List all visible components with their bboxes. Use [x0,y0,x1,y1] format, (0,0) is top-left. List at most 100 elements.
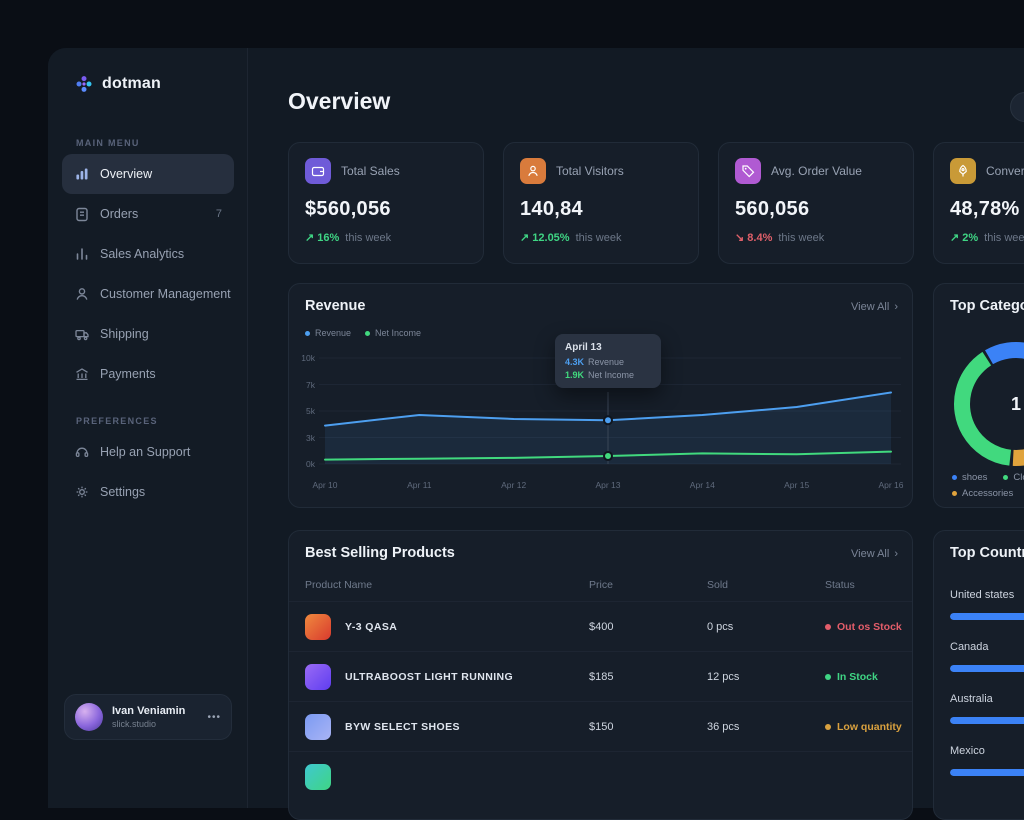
product-name: BYW SELECT SHOES [345,721,460,733]
stat-label: Total Sales [341,164,400,178]
country-bar [950,769,1024,776]
sidebar-item-settings[interactable]: Settings [62,472,234,512]
revenue-legend: Revenue Net Income [305,328,421,338]
chevron-right-icon: › [894,548,898,560]
preferences-nav: Help an Support Settings [62,432,234,512]
sidebar-item-overview[interactable]: Overview [62,154,234,194]
product-row[interactable] [289,751,912,801]
product-row[interactable]: ULTRABOOST LIGHT RUNNING $185 12 pcs In … [289,651,912,701]
category-label: Clothing [1013,472,1024,483]
y-axis-tick: 3k [306,432,315,443]
product-row[interactable]: Y-3 QASA $400 0 pcs Out os Stock [289,601,912,651]
country-bar [950,665,1024,672]
stat-delta: ↗ 16% [305,232,340,244]
sidebar-item-orders[interactable]: Orders 7 [62,194,234,234]
user-card[interactable]: Ivan Veniamin slick.studio ••• [64,694,232,740]
product-sold: 36 pcs [707,721,740,733]
person-icon [74,286,90,302]
stat-delta: ↗ 12.05% [520,232,570,244]
sidebar-item-label: Settings [100,485,146,499]
visitors-icon [520,158,546,184]
sidebar-item-sales-analytics[interactable]: Sales Analytics [62,234,234,274]
status-badge: Out os Stock [825,621,902,633]
revenue-legend-dot [305,330,310,336]
sidebar-item-help-support[interactable]: Help an Support [62,432,234,472]
donut-center-value: 1 [1010,394,1021,414]
stat-delta: ↗ 2% [950,232,979,244]
stat-card: Total Sales $560,056 ↗ 16% this week [288,142,484,264]
sidebar-item-label: Payments [100,367,156,381]
tooltip-date: April 13 [565,342,602,353]
legend-label: Revenue [315,328,352,338]
product-price: $400 [589,621,614,633]
bank-icon [74,366,90,382]
tooltip-value: 1.9K [565,370,585,380]
stat-value: $560,056 [305,198,391,220]
wallet-icon [305,158,331,184]
stat-card: Total Visitors 140,84 ↗ 12.05% this week [503,142,699,264]
user-name: Ivan Veniamin [112,705,186,718]
products-view-all-link[interactable]: View All › [851,548,898,560]
orders-count-badge: 7 [215,208,222,220]
best-selling-products-card: Best Selling Products View All › Product… [288,530,913,820]
stat-label: Conversion Rate [986,164,1024,178]
chart-tooltip: April 13 4.3K Revenue 1.9K Net Income [555,334,661,388]
country-name: Australia [950,693,993,705]
category-legend-dot [952,475,957,480]
product-thumbnail [305,664,331,690]
countries-title: Top Countries [950,545,1024,561]
stat-value: 48,78% [950,198,1020,220]
stat-label: Avg. Order Value [771,164,862,178]
product-sold: 12 pcs [707,671,740,683]
categories-legend-row: Accessories [952,488,1013,499]
revenue-card: Revenue View All › Revenue Net Income Ap… [288,283,913,508]
sidebar: dotman MAIN MENU Overview Orders 7 [48,48,248,808]
y-axis-tick: 5k [306,406,315,416]
revenue-title: Revenue [305,298,366,314]
column-header: Product Name [305,579,373,591]
bar-chart-icon [74,166,90,182]
sidebar-item-shipping[interactable]: Shipping [62,314,234,354]
app-name: dotman [102,75,161,92]
product-row[interactable]: BYW SELECT SHOES $150 36 pcs Low quantit… [289,701,912,751]
rocket-icon [950,158,976,184]
x-axis-tick: Apr 13 [595,480,621,490]
sidebar-item-customer-management[interactable]: Customer Management [62,274,234,314]
stat-period: this week [984,231,1024,244]
x-axis-tick: Apr 15 [784,480,810,490]
status-dot-icon [825,674,831,680]
main-panel: dotman MAIN MENU Overview Orders 7 [48,48,1024,820]
categories-donut-chart [954,342,1024,466]
main-nav: Overview Orders 7 Sales Analytics Custo [62,154,234,394]
status-label: In Stock [837,671,878,683]
products-title: Best Selling Products [305,545,455,561]
sidebar-item-label: Help an Support [100,445,191,459]
stat-period: this week [345,231,392,244]
revenue-line-chart [319,357,901,465]
clipboard-icon [74,206,90,222]
sidebar-item-label: Shipping [100,327,149,341]
category-legend-dot [1003,475,1009,480]
x-axis-tick: Apr 14 [689,480,715,490]
sidebar-item-payments[interactable]: Payments [62,354,234,394]
page-title: Overview [288,88,391,114]
user-menu-button[interactable]: ••• [207,711,221,723]
avatar [75,703,103,731]
tooltip-label: Revenue [588,357,625,367]
truck-icon [74,326,90,342]
analytics-icon [74,246,90,262]
column-header: Status [825,579,855,591]
status-dot-icon [825,624,831,630]
header-action-button[interactable] [1010,92,1024,122]
revenue-view-all-link[interactable]: View All › [851,301,898,313]
product-price: $185 [589,671,614,683]
gear-icon [74,484,90,500]
section-label-main-menu: MAIN MENU [76,138,140,148]
product-name: ULTRABOOST LIGHT RUNNING [345,671,514,683]
view-all-label: View All [851,548,890,560]
categories-title: Top Categories [950,298,1024,314]
x-axis-tick: Apr 10 [312,480,338,490]
top-countries-card: Top Countries United states Canada Austr… [933,530,1024,820]
x-axis-tick: Apr 12 [501,480,527,490]
sidebar-item-label: Overview [100,167,153,181]
